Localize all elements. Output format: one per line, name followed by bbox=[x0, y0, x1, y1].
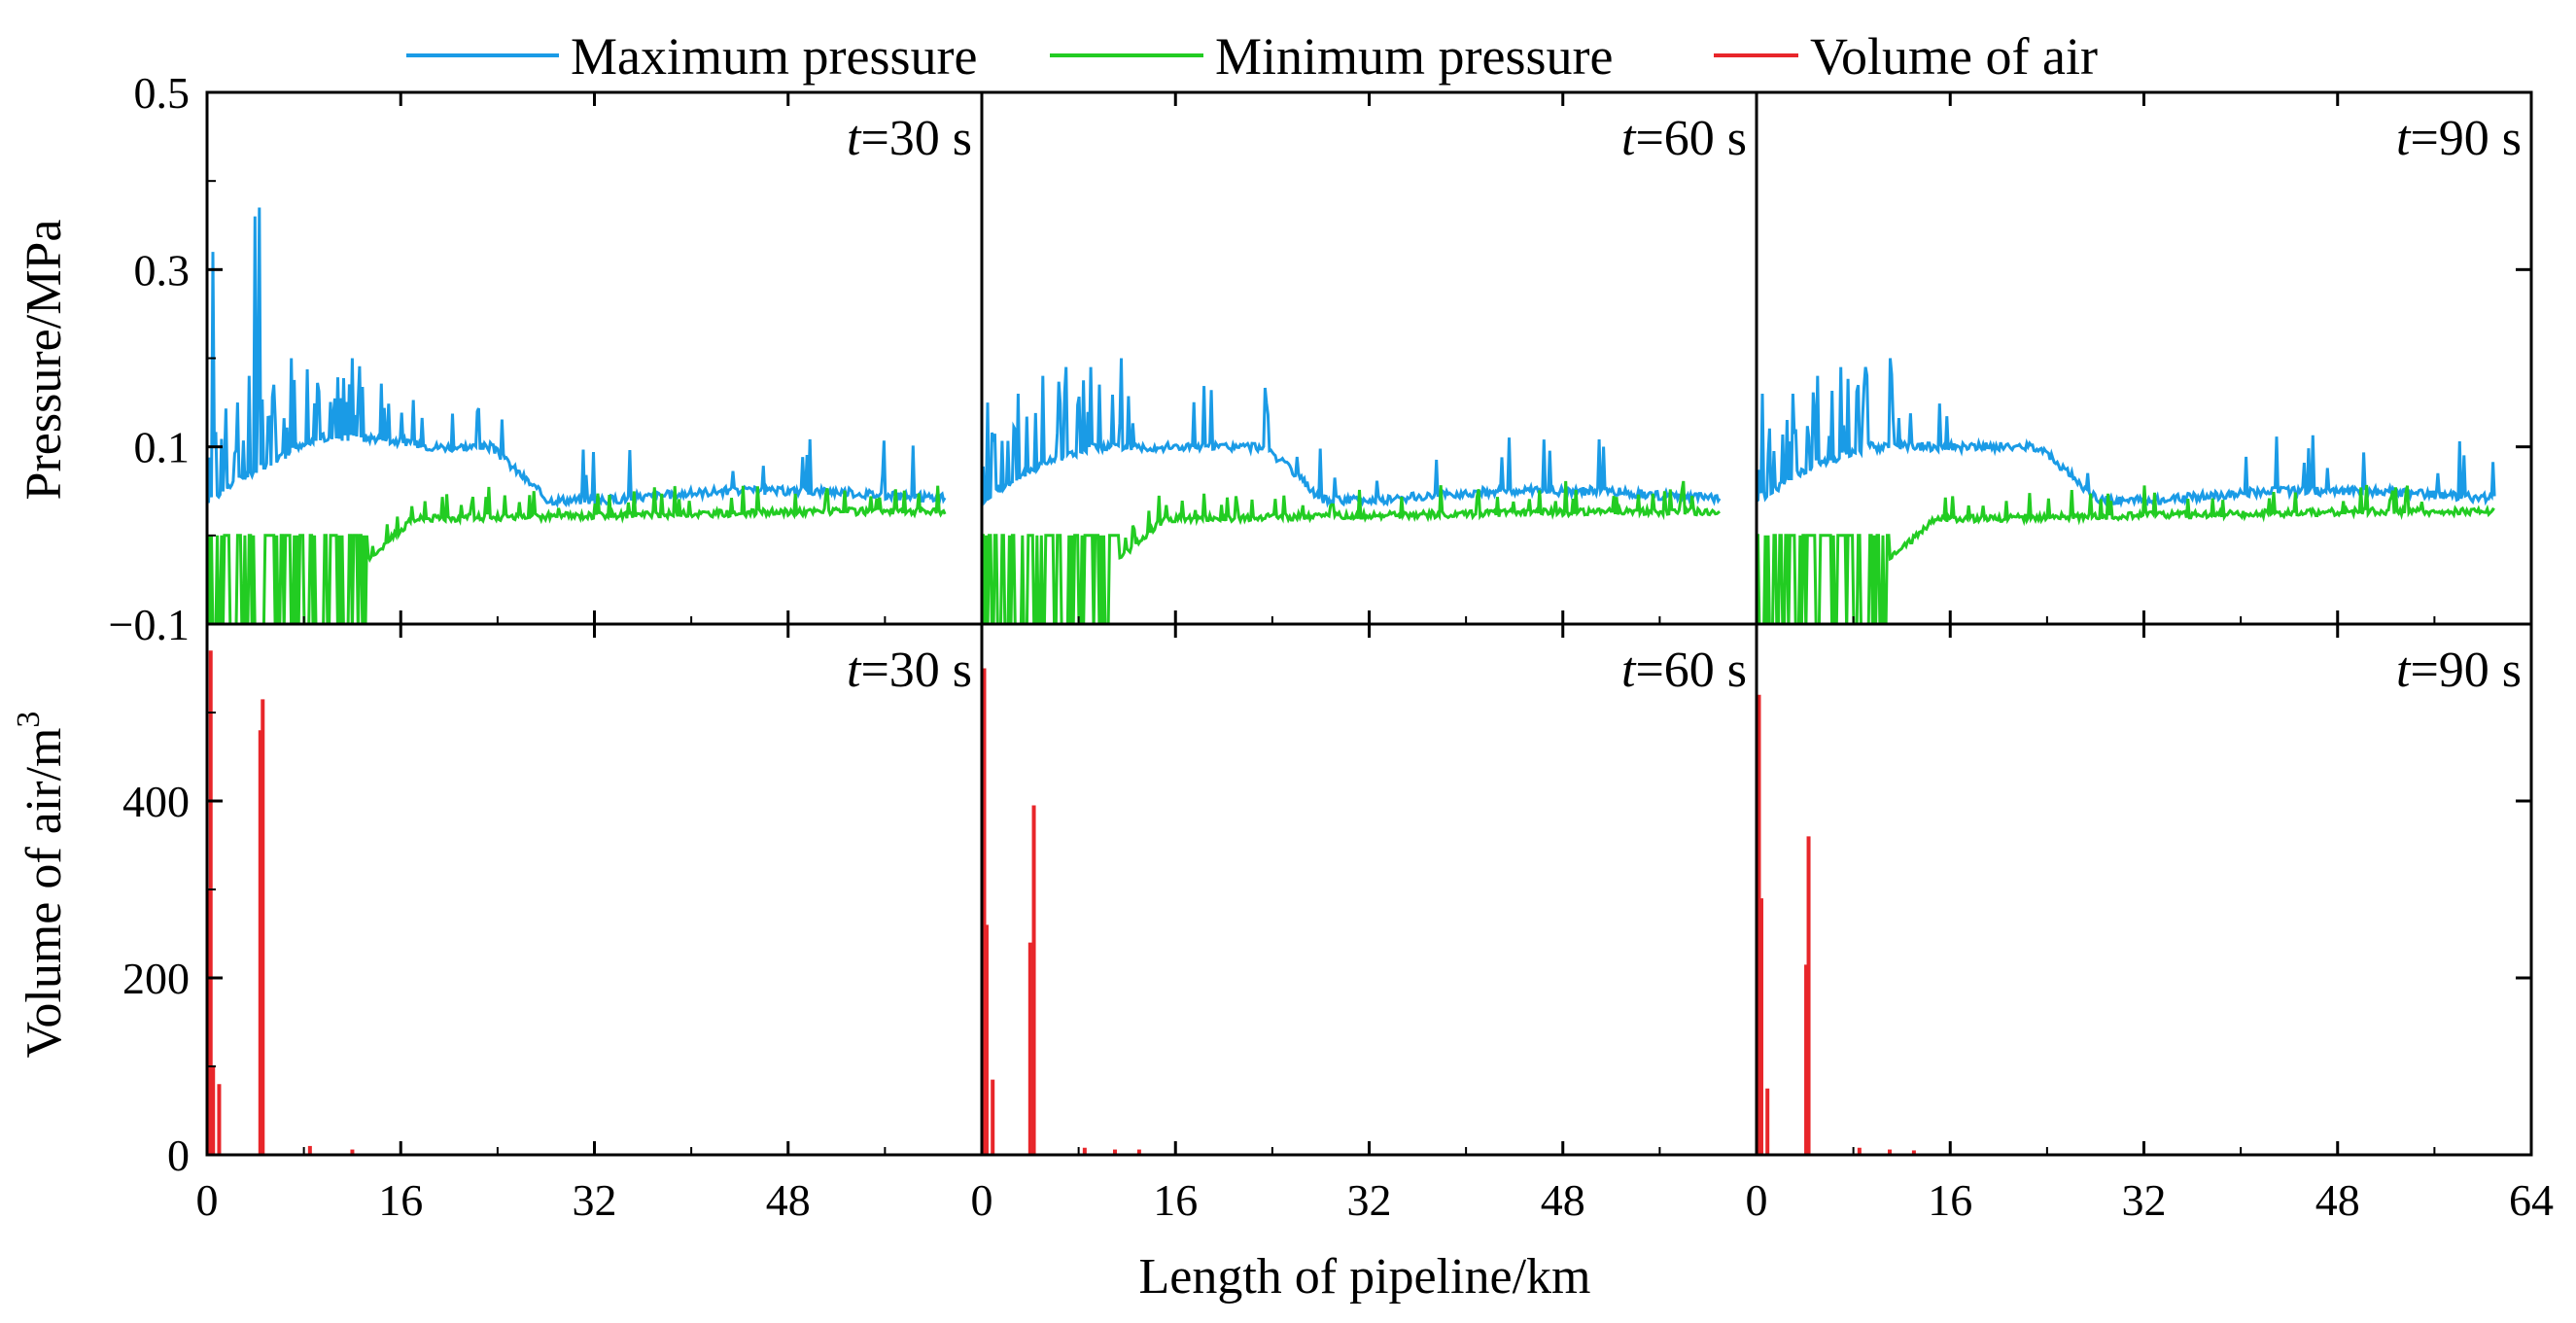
y-tick-label-pressure: −0.1 bbox=[109, 600, 190, 649]
maximum-pressure-line-2 bbox=[982, 358, 1722, 508]
pressure-panel-3 bbox=[1757, 358, 2496, 624]
x-tick-label: 16 bbox=[378, 1175, 423, 1225]
minimum-pressure-line-1 bbox=[207, 485, 947, 624]
time-variable: t bbox=[847, 643, 862, 698]
panel-frame-2-2 bbox=[980, 622, 1758, 1157]
y-tick-label-air: 200 bbox=[122, 954, 190, 1003]
legend-label-2: Minimum pressure bbox=[1215, 27, 1613, 86]
y-tick-label-air: 400 bbox=[122, 777, 190, 826]
time-label-air-3: t=90 s bbox=[2396, 643, 2522, 698]
time-value: =60 s bbox=[1635, 643, 1747, 698]
plot-layer: t=30 st=30 st=60 st=60 st=90 st=90 s bbox=[206, 111, 2522, 1156]
pressure-panel-1 bbox=[207, 207, 947, 624]
y-tick-label-pressure: 0.3 bbox=[134, 245, 191, 295]
x-tick-label: 64 bbox=[2509, 1175, 2554, 1225]
time-variable: t bbox=[2396, 111, 2412, 166]
time-variable: t bbox=[2396, 643, 2412, 698]
time-value: =90 s bbox=[2410, 111, 2522, 166]
minimum-pressure-line-2 bbox=[982, 480, 1721, 624]
tick-layer: 0 16 32 48 0 16 32 48 0 16 32 48 64 0.5 0.3 0.1 −0.1 400 2… bbox=[109, 68, 2554, 1225]
panel-frame-2-3 bbox=[1755, 622, 2533, 1157]
x-axis-title: Length of pipeline/km bbox=[1138, 1249, 1590, 1305]
minimum-pressure-line-3 bbox=[1757, 484, 2495, 624]
time-value: =90 s bbox=[2410, 643, 2522, 698]
time-label-air-1: t=30 s bbox=[847, 643, 972, 698]
air-panel-2 bbox=[982, 668, 1721, 1156]
time-label-pressure-2: t=60 s bbox=[1621, 111, 1747, 166]
time-label-air-2: t=60 s bbox=[1621, 643, 1747, 698]
time-label-pressure-1: t=30 s bbox=[847, 111, 972, 166]
y-axis-title-air-main: Volume of air/m bbox=[17, 728, 72, 1059]
time-variable: t bbox=[847, 111, 862, 166]
x-tick-label: 16 bbox=[1928, 1175, 1972, 1225]
time-value: =30 s bbox=[860, 111, 972, 166]
y-tick-label-air: 0 bbox=[167, 1131, 190, 1180]
x-tick-label: 0 bbox=[971, 1175, 993, 1225]
x-tick-label: 32 bbox=[2122, 1175, 2167, 1225]
pressure-panel-2 bbox=[982, 358, 1722, 624]
maximum-pressure-line-3 bbox=[1757, 358, 2496, 508]
x-tick-label: 0 bbox=[1746, 1175, 1768, 1225]
x-tick-label: 32 bbox=[1347, 1175, 1392, 1225]
time-value: =60 s bbox=[1635, 111, 1747, 166]
x-tick-label: 48 bbox=[766, 1175, 811, 1225]
legend: Maximum pressure Minimum pressure Volume o… bbox=[406, 27, 2098, 86]
x-tick-label: 48 bbox=[2315, 1175, 2360, 1225]
time-label-pressure-3: t=90 s bbox=[2396, 111, 2522, 166]
y-axis-title-air-sup: 3 bbox=[11, 712, 47, 728]
maximum-pressure-line-1 bbox=[207, 207, 947, 508]
time-variable: t bbox=[1621, 643, 1637, 698]
y-axis-title-air: Volume of air/m3 bbox=[11, 712, 72, 1059]
y-tick-label-pressure: 0.5 bbox=[134, 68, 191, 118]
legend-label-1: Maximum pressure bbox=[571, 27, 977, 86]
air-panel-1 bbox=[206, 650, 946, 1156]
legend-label-3: Volume of air bbox=[1810, 27, 2098, 86]
time-value: =30 s bbox=[860, 643, 972, 698]
x-tick-label: 16 bbox=[1153, 1175, 1198, 1225]
y-tick-label-pressure: 0.1 bbox=[134, 423, 191, 472]
panel-frame-2-1 bbox=[205, 622, 984, 1157]
time-variable: t bbox=[1621, 111, 1637, 166]
x-tick-label: 48 bbox=[1541, 1175, 1585, 1225]
x-tick-label: 32 bbox=[573, 1175, 617, 1225]
y-axis-title-pressure: Pressure/MPa bbox=[17, 220, 72, 501]
air-panel-3 bbox=[1757, 694, 2495, 1156]
x-tick-label: 0 bbox=[196, 1175, 219, 1225]
